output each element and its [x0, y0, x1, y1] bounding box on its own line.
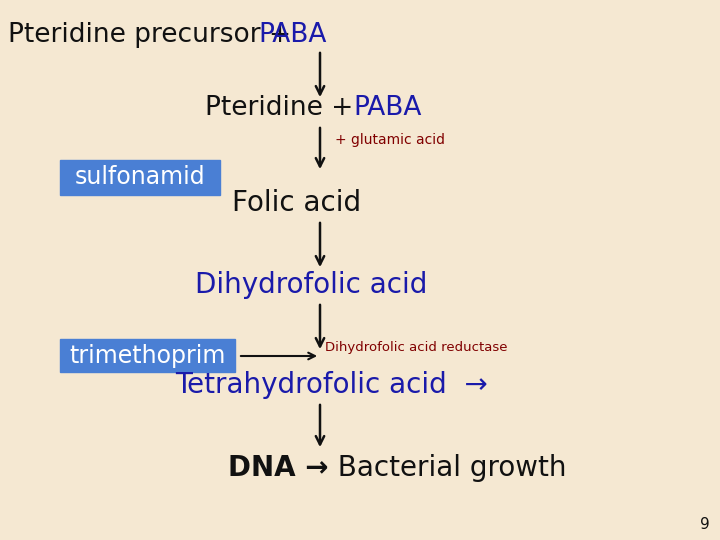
Text: PABA: PABA	[258, 22, 326, 48]
Text: PABA: PABA	[353, 95, 421, 121]
Text: Pteridine precursor +: Pteridine precursor +	[8, 22, 300, 48]
Text: Bacterial growth: Bacterial growth	[320, 454, 567, 482]
Text: Tetrahydrofolic acid  →: Tetrahydrofolic acid →	[175, 371, 487, 399]
Text: Dihydrofolic acid: Dihydrofolic acid	[195, 271, 428, 299]
Text: Pteridine +: Pteridine +	[205, 95, 361, 121]
Text: trimethoprim: trimethoprim	[69, 343, 225, 368]
Text: Folic acid: Folic acid	[232, 189, 361, 217]
Text: 9: 9	[701, 517, 710, 532]
Text: + glutamic acid: + glutamic acid	[335, 133, 445, 147]
FancyBboxPatch shape	[60, 160, 220, 195]
Text: Dihydrofolic acid reductase: Dihydrofolic acid reductase	[325, 341, 508, 354]
Text: sulfonamid: sulfonamid	[75, 165, 205, 190]
FancyBboxPatch shape	[60, 339, 235, 372]
Text: DNA →: DNA →	[228, 454, 328, 482]
